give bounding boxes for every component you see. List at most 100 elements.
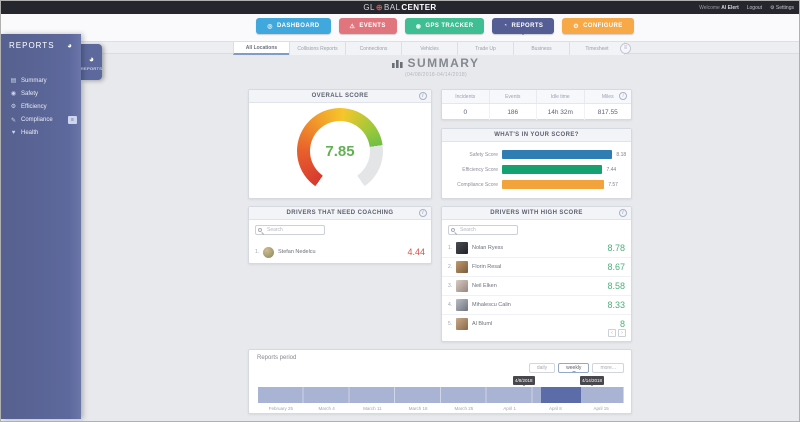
driver-row[interactable]: 4. Mihalescu Calin 8.33 xyxy=(442,295,631,314)
tab-collisions-reports[interactable]: Collisions Reports xyxy=(289,42,345,55)
score-gauge: 7.85 xyxy=(297,108,383,194)
page-title: SUMMARY xyxy=(241,56,631,70)
driver-row[interactable]: 2. Florin Resal 8.67 xyxy=(442,257,631,276)
tab-connections[interactable]: Connections xyxy=(345,42,401,55)
driver-avatar xyxy=(456,280,468,292)
app-logo: GL ⊕ BAL CENTER xyxy=(1,1,799,14)
nav-gps-tracker-button[interactable]: ◉ GPS TRACKER xyxy=(404,18,485,34)
driver-row[interactable]: 3. Neil Elken 8.58 xyxy=(442,276,631,295)
bar-row-safety: Safety Score 8.18 xyxy=(469,150,627,159)
settings-link[interactable]: ⚙ Settings xyxy=(770,4,794,11)
info-icon[interactable]: i xyxy=(619,92,627,100)
stat-value-miles: 817.55 xyxy=(583,104,632,120)
sidebar-item-safety[interactable]: ◉ Safety xyxy=(10,90,39,98)
safety-icon: ◉ xyxy=(10,91,17,97)
tab-timesheet[interactable]: Timesheet xyxy=(569,42,625,55)
chart-icon: ◔ xyxy=(503,23,508,29)
compliance-icon: ✎ xyxy=(10,117,17,124)
bar-row-compliance: Compliance Score 7.57 xyxy=(457,180,618,189)
pager-next-button[interactable]: › xyxy=(618,329,626,337)
stat-value-incidents: 0 xyxy=(463,108,468,116)
card-title: OVERALL SCORE xyxy=(311,93,369,99)
compliance-badge[interactable]: ≡ xyxy=(68,116,77,124)
tab-all-locations[interactable]: All Locations xyxy=(233,42,289,55)
period-timeline[interactable] xyxy=(258,387,624,403)
bar-chart-icon xyxy=(392,59,404,68)
overall-score-card: OVERALL SCORE i 7.85 xyxy=(248,89,432,199)
driver-avatar xyxy=(263,246,274,258)
top-bar: GL ⊕ BAL CENTER Welcome Al Elert Logout ⚙ S… xyxy=(1,1,799,14)
sidebar-title: REPORTS xyxy=(9,41,55,50)
efficiency-score-bar xyxy=(502,165,603,174)
selected-range-handle[interactable] xyxy=(541,387,581,403)
more-button[interactable]: more... xyxy=(592,363,624,373)
stat-header-miles: Miles xyxy=(583,90,632,103)
sidebar-collapse-handle[interactable]: ◕ REPORTS xyxy=(81,44,102,80)
card-title: DRIVERS THAT NEED COACHING xyxy=(286,210,394,216)
driver-score: 8.58 xyxy=(607,281,625,291)
stat-value-events: 186 xyxy=(488,104,537,120)
driver-row[interactable]: 5. Al Bluml 8 xyxy=(442,314,631,333)
stat-header-incidents: Incidents xyxy=(455,93,476,100)
search-icon xyxy=(451,228,455,232)
driver-avatar xyxy=(456,261,468,273)
high-score-search-input[interactable] xyxy=(460,226,516,234)
daily-button[interactable]: daily xyxy=(528,363,556,373)
warning-icon: ⚠ xyxy=(349,23,356,30)
driver-score: 8 xyxy=(619,319,625,329)
logo-text-center: CENTER xyxy=(401,3,437,12)
configure-gear-icon: ⚙ xyxy=(573,23,580,30)
pager-prev-button[interactable]: ‹ xyxy=(608,329,616,337)
nav-events-button[interactable]: ⚠ EVENTS xyxy=(338,18,397,34)
high-score-search xyxy=(448,225,518,235)
logo-text-bal: BAL xyxy=(383,3,401,12)
menu-circle-button[interactable]: ≡ xyxy=(620,43,631,54)
logo-text-gl: GL xyxy=(363,3,375,12)
nav-dashboard-button[interactable]: ◎ DASHBOARD xyxy=(256,18,331,34)
nav-configure-button[interactable]: ⚙ CONFIGURE xyxy=(562,18,634,34)
driver-row[interactable]: 1. Nolan Ryess 8.78 xyxy=(448,241,625,254)
pin-icon: ◉ xyxy=(415,23,422,30)
tab-vehicles[interactable]: Vehicles xyxy=(401,42,457,55)
coaching-search xyxy=(255,225,325,235)
driver-avatar xyxy=(456,299,468,311)
nav-reports-button[interactable]: ◔ REPORTS xyxy=(492,18,555,35)
pie-chart-icon: ◕ xyxy=(67,41,73,50)
driver-avatar xyxy=(456,318,468,330)
timeline-ticks: February 25 March 4 March 11 March 18 Ma… xyxy=(268,406,609,411)
compliance-score-bar xyxy=(502,180,605,189)
handle-label: REPORTS xyxy=(80,65,103,71)
tab-trade-up[interactable]: Trade Up xyxy=(457,42,513,55)
sidebar-item-health[interactable]: ♥ Health xyxy=(11,130,39,136)
safety-score-bar xyxy=(502,150,613,159)
driver-score: 4.44 xyxy=(407,247,425,257)
sidebar-item-compliance[interactable]: ✎ Compliance ≡ xyxy=(1,113,81,127)
coaching-driver-row[interactable]: 1. Stefan Nedelcu 4.44 xyxy=(255,246,425,258)
info-icon[interactable]: i xyxy=(419,209,427,217)
info-icon[interactable]: i xyxy=(419,92,427,100)
dashboard-icon: ◎ xyxy=(267,23,273,30)
welcome-text: Welcome Al Elert xyxy=(699,4,739,11)
globe-icon: ⊕ xyxy=(375,3,383,12)
report-tab-strip: All Locations Collisions Reports Connect… xyxy=(1,41,799,55)
score-breakdown-card: WHAT'S IN YOUR SCORE? Safety Score 8.18 … xyxy=(441,128,632,199)
date-range: (04/08/2018-04/14/2018) xyxy=(405,72,467,78)
range-end-tooltip: 4/14/2018 xyxy=(580,376,605,386)
coaching-drivers-card: DRIVERS THAT NEED COACHING i 1. Stefan Ne… xyxy=(248,206,432,264)
reports-sidebar: REPORTS ◕ ▤ Summary ◉ Safety ⚙ Efficiency ✎… xyxy=(1,34,81,419)
stat-header-events: Events xyxy=(488,90,537,103)
logout-link[interactable]: Logout xyxy=(746,4,763,11)
tab-business[interactable]: Business xyxy=(513,42,569,55)
summary-stats-card: Incidents Events Idle time Miles i 0 186… xyxy=(441,89,632,120)
summary-icon: ▤ xyxy=(10,78,17,84)
sidebar-item-summary[interactable]: ▤ Summary xyxy=(10,77,47,85)
reports-period-label: Reports period xyxy=(257,355,297,361)
weekly-button[interactable]: weekly xyxy=(558,363,590,373)
bar-row-efficiency: Efficiency Score 7.44 xyxy=(462,165,617,174)
reports-period-card: Reports period daily weekly more... 4/8/… xyxy=(248,349,632,414)
stat-value-idle-time: 14h 32m xyxy=(536,104,584,120)
coaching-search-input[interactable] xyxy=(267,226,323,234)
sidebar-item-efficiency[interactable]: ⚙ Efficiency xyxy=(10,103,47,111)
info-icon[interactable]: i xyxy=(619,209,627,217)
